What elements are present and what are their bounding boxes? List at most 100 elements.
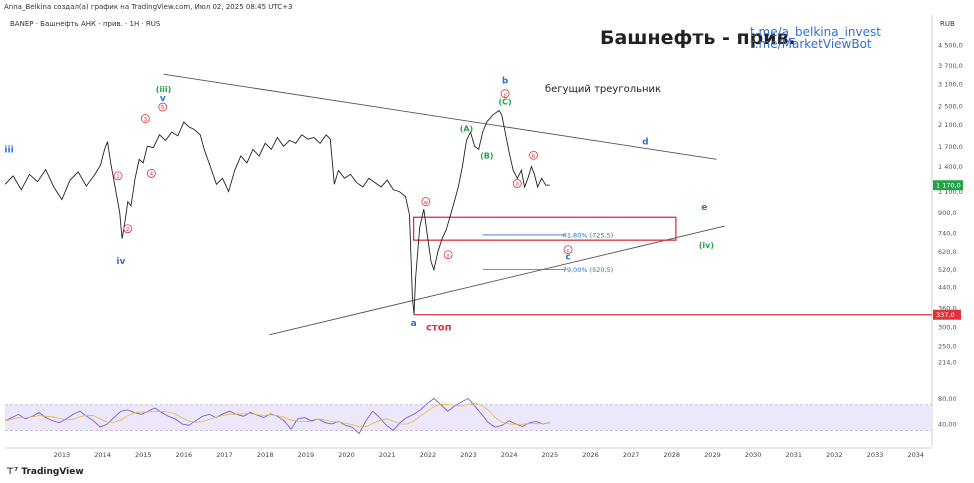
wave-label: 1 <box>116 174 120 180</box>
x-tick-label: 2023 <box>460 451 477 459</box>
x-tick-label: 2013 <box>54 451 71 459</box>
fib-level-label: 61,80% (725,5) <box>563 231 614 239</box>
y-tick-label: 520,0 <box>938 266 957 274</box>
wave-label: c <box>567 248 570 254</box>
wave-label: 2 <box>126 227 130 233</box>
wave-label-circle <box>421 197 431 206</box>
rsi-ma-line <box>4 402 550 428</box>
wave-label: y <box>503 92 507 98</box>
x-tick-label: 2026 <box>582 451 599 459</box>
rsi-line <box>4 397 550 435</box>
rsi-tick-label: 80,00 <box>938 395 957 403</box>
wave-label-circle <box>158 102 168 112</box>
y-tick-label: 214,0 <box>938 358 957 366</box>
wave-label: 4 <box>150 172 154 178</box>
x-tick-label: 2030 <box>745 451 762 459</box>
pattern-label: бегущий треугольник <box>545 84 661 95</box>
chart-title: Башнефть - прив. <box>600 27 796 49</box>
tradingview-logo-icon: ⊤⁷ <box>6 467 19 477</box>
wave-label: x <box>447 253 451 259</box>
support-trendline <box>269 225 725 336</box>
symbol-line: BANEP · Башнефть АНК - прив. · 1Н · RUS <box>10 20 161 28</box>
wave-label: c <box>565 252 570 262</box>
y-tick-label: 3 100,0 <box>938 80 963 88</box>
wave-label: (iii) <box>156 85 172 94</box>
fib-level-label: 79,00% (520,5) <box>563 266 614 274</box>
x-tick-label: 2014 <box>94 451 111 459</box>
x-tick-label: 2022 <box>420 451 437 459</box>
wave-label: a <box>516 182 519 188</box>
y-tick-label: 3 700,0 <box>938 62 963 70</box>
wave-label: (C) <box>498 97 511 106</box>
x-tick-label: 2021 <box>379 451 396 459</box>
y-tick-label: 1 100,0 <box>938 188 963 196</box>
wave-label: b <box>502 77 509 87</box>
wave-label-circle <box>123 224 133 234</box>
y-tick-label: 620,0 <box>938 248 957 256</box>
resistance-trendline <box>163 73 717 160</box>
last-price-label: 1 170,0 <box>936 182 961 190</box>
y-tick-label: 1 400,0 <box>938 163 963 171</box>
stop-text: стоп <box>426 323 452 334</box>
wave-label: 5 <box>161 105 165 111</box>
wave-label-circle <box>443 250 453 260</box>
y-tick-label: 2 100,0 <box>938 121 963 129</box>
wave-label: (A) <box>460 124 474 133</box>
wave-label: 3 <box>144 117 148 123</box>
x-tick-label: 2031 <box>785 451 802 459</box>
x-tick-label: 2032 <box>826 451 843 459</box>
wave-label-circle <box>146 169 156 178</box>
price-series-line <box>4 109 550 315</box>
rsi-band <box>5 404 932 431</box>
y-tick-label: 1 700,0 <box>938 143 963 151</box>
x-tick-label: 2033 <box>867 451 884 459</box>
wave-label-circle <box>140 114 150 123</box>
wave-label: w <box>424 200 429 206</box>
chart-author-line: Anna_Belkina создал(а) график на Trading… <box>4 3 293 11</box>
wave-label: iv <box>116 257 125 267</box>
tradingview-logo[interactable]: ⊤⁷ TradingView <box>6 467 84 477</box>
target-zone-box <box>412 216 677 241</box>
x-tick-label: 2015 <box>135 451 152 459</box>
x-tick-label: 2016 <box>176 451 193 459</box>
x-tick-label: 2019 <box>298 451 315 459</box>
wave-label: (B) <box>480 151 493 160</box>
y-tick-label: 250,0 <box>938 342 957 350</box>
wave-label-circle <box>500 89 510 99</box>
wave-label: e <box>701 203 707 213</box>
y-tick-label: 4 500,0 <box>938 42 963 50</box>
x-tick-label: 2027 <box>623 451 640 459</box>
telegram-link-2[interactable]: t.me/MarketViewBot <box>750 37 872 51</box>
wave-label-circle <box>563 245 573 255</box>
telegram-link-1[interactable]: t.me/a_belkina_invest <box>750 25 881 39</box>
y-tick-label: 2 500,0 <box>938 103 963 111</box>
wave-label: v <box>160 94 166 104</box>
x-tick-label: 2025 <box>542 451 559 459</box>
rsi-tick-label: 40,00 <box>938 421 957 429</box>
y-tick-label: 300,0 <box>938 323 957 331</box>
y-tick-label: 740,0 <box>938 229 957 237</box>
tradingview-brand: TradingView <box>21 467 84 477</box>
y-tick-label: 360,0 <box>938 304 957 312</box>
x-tick-label: 2018 <box>257 451 274 459</box>
y-tick-label: 900,0 <box>938 209 957 217</box>
wave-label-circle <box>512 179 522 188</box>
wave-label-circle <box>529 150 538 160</box>
y-tick-label: 440,0 <box>938 283 957 291</box>
x-tick-label: 2034 <box>907 451 924 459</box>
x-tick-label: 2017 <box>216 451 233 459</box>
wave-label: (iv) <box>699 241 714 250</box>
stop-price-label: 337,0 <box>936 311 955 319</box>
x-tick-label: 2029 <box>704 451 721 459</box>
x-tick-label: 2024 <box>501 451 518 459</box>
wave-label: iii <box>4 145 13 155</box>
last-price-badge <box>933 180 963 191</box>
wave-label-circle <box>113 171 123 181</box>
wave-label: b <box>532 153 536 159</box>
currency-label: RUB <box>940 20 955 28</box>
x-tick-label: 2028 <box>664 451 681 459</box>
stop-price-badge <box>933 309 961 320</box>
wave-label: a <box>411 319 417 329</box>
wave-label: d <box>642 138 648 148</box>
